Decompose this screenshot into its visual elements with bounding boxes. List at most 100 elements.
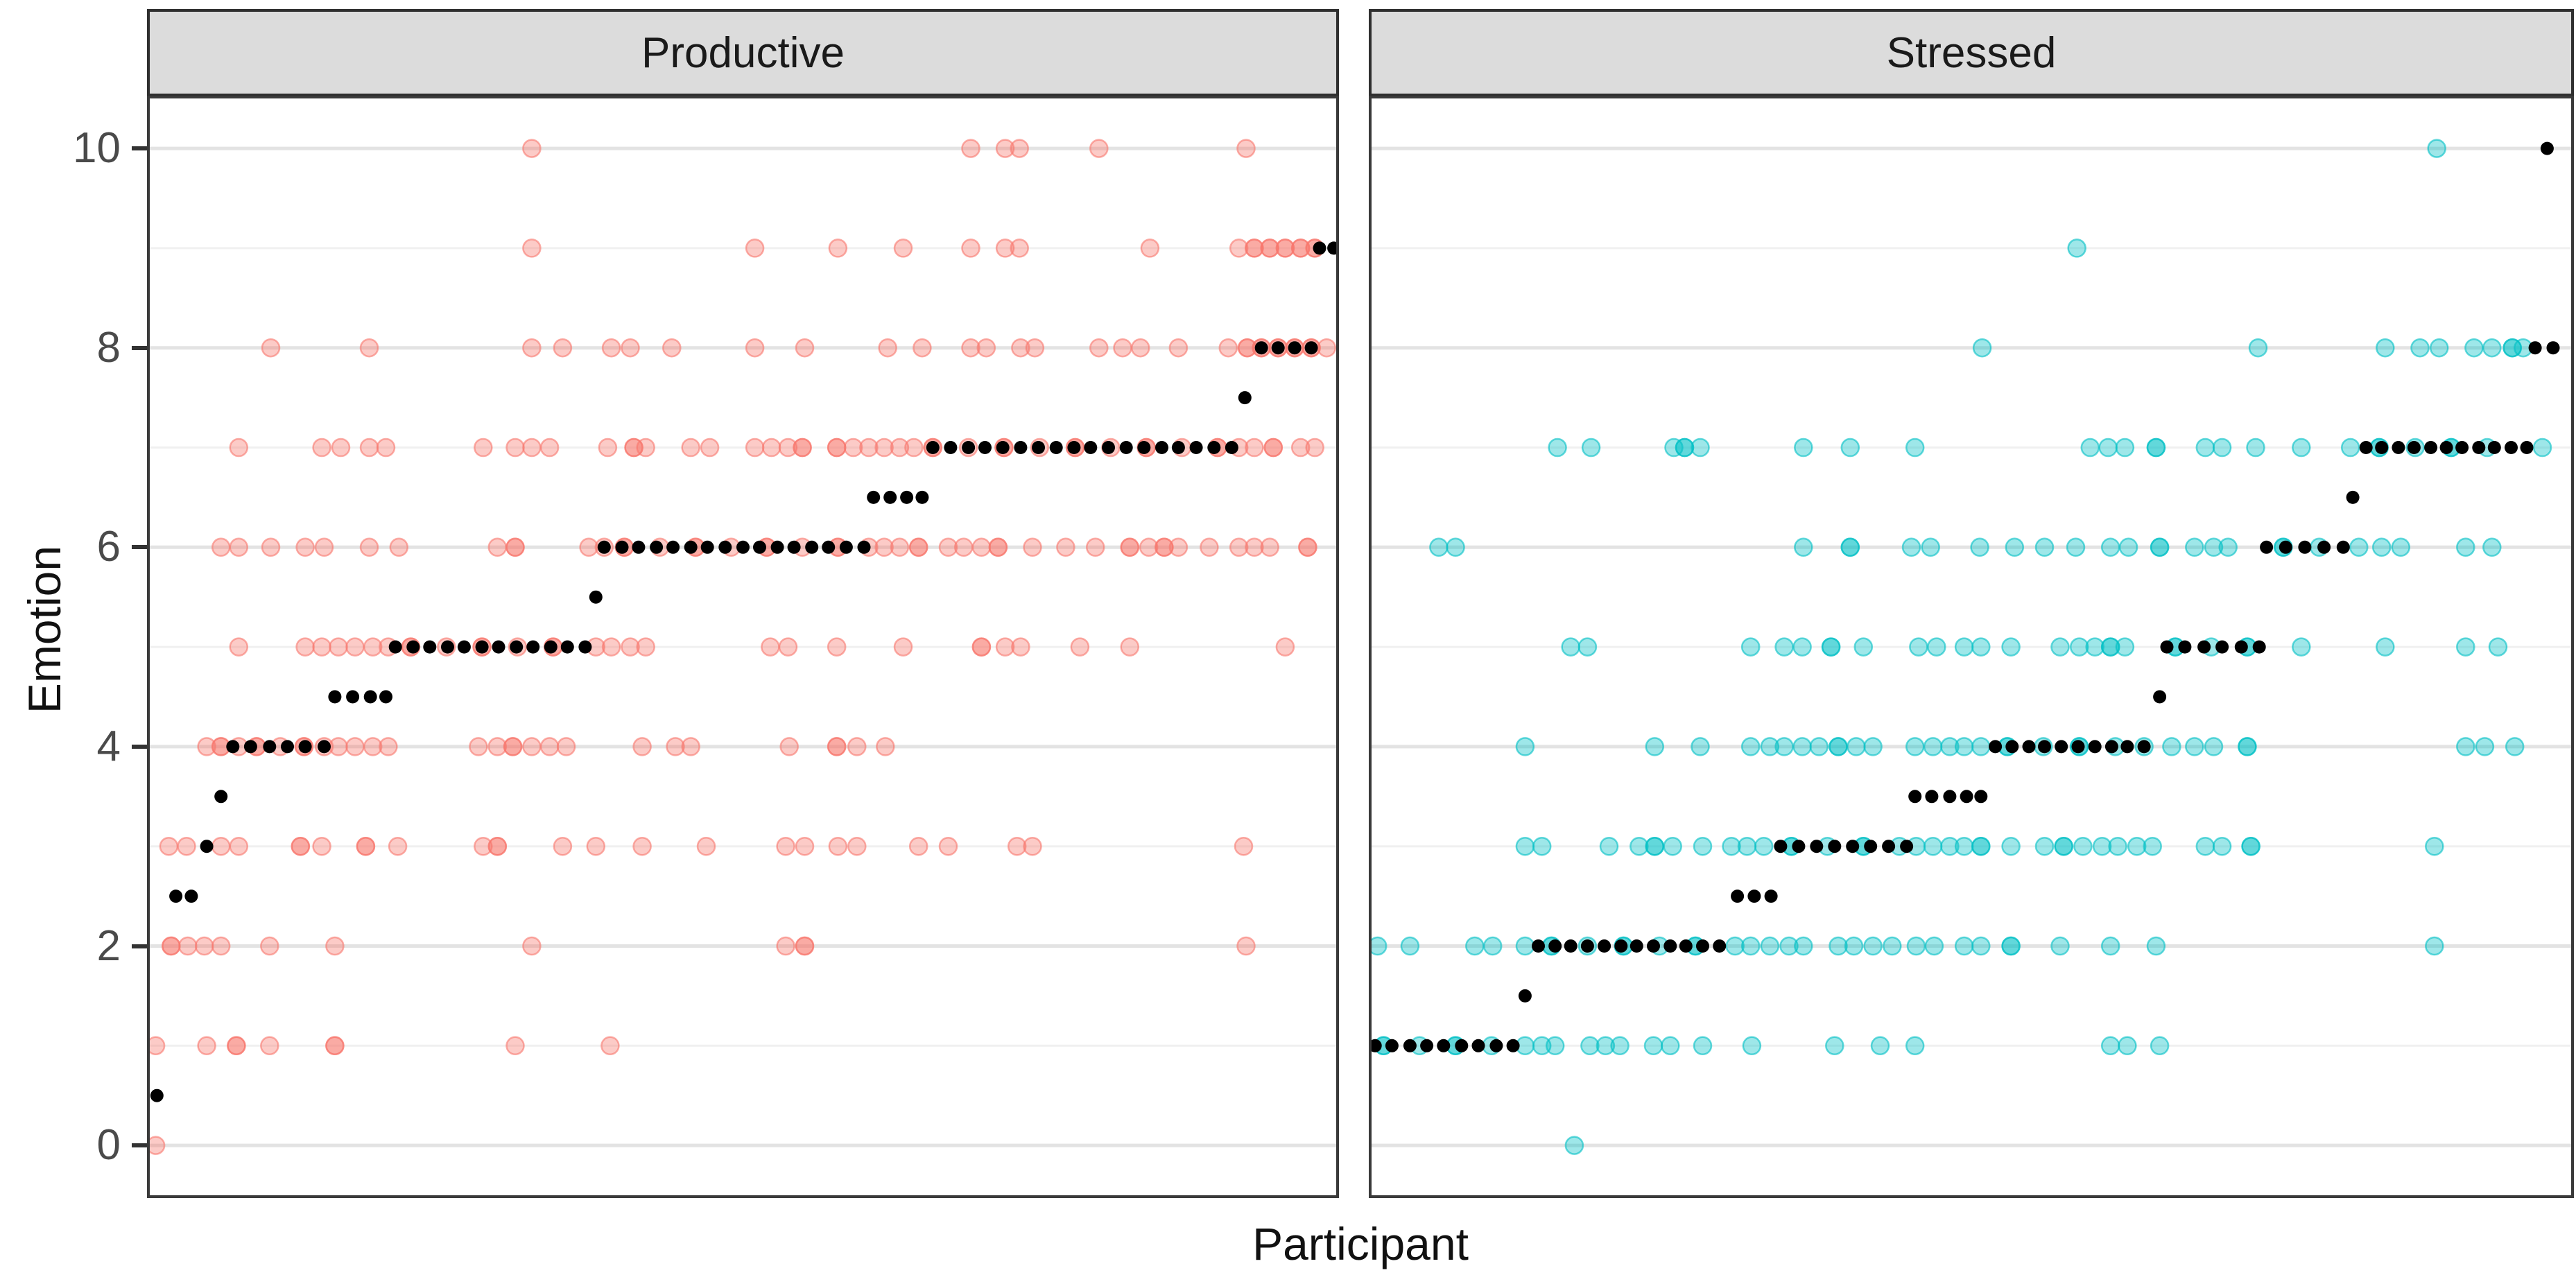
rating-dot bbox=[2050, 936, 2070, 956]
rating-dot bbox=[700, 437, 720, 458]
median-dot bbox=[1238, 391, 1252, 405]
median-dot bbox=[2317, 540, 2331, 554]
rating-dot bbox=[890, 437, 910, 458]
rating-dot bbox=[1120, 537, 1140, 557]
rating-dot bbox=[2349, 537, 2369, 557]
y-axis-tick-label: 2 bbox=[96, 921, 121, 970]
rating-dot bbox=[2391, 537, 2411, 557]
rating-dot bbox=[1643, 1036, 1663, 1056]
rating-dot bbox=[2115, 437, 2135, 458]
rating-dot bbox=[600, 1036, 620, 1056]
facet-strip-label: Productive bbox=[641, 28, 845, 77]
rating-dot bbox=[1483, 936, 1503, 956]
median-dot bbox=[1564, 939, 1577, 953]
rating-dot bbox=[621, 338, 640, 358]
rating-dot bbox=[601, 637, 621, 657]
median-dot bbox=[700, 540, 714, 554]
rating-dot bbox=[1025, 338, 1045, 358]
rating-dot bbox=[1140, 238, 1160, 258]
rating-dot bbox=[2482, 537, 2502, 557]
rating-dot bbox=[2001, 936, 2021, 956]
rating-dot bbox=[329, 737, 348, 756]
median-dot bbox=[1313, 241, 1326, 255]
facet-panel-stressed bbox=[1369, 96, 2574, 1198]
rating-dot bbox=[1298, 537, 1317, 557]
rating-dot bbox=[681, 437, 700, 458]
median-dot bbox=[867, 490, 881, 504]
rating-dot bbox=[1630, 836, 1649, 856]
median-dot bbox=[1713, 939, 1727, 953]
rating-dot bbox=[2429, 338, 2449, 358]
rating-dot bbox=[913, 338, 932, 358]
median-dot bbox=[1489, 1039, 1503, 1052]
rating-dot bbox=[988, 537, 1008, 557]
rating-dot bbox=[1023, 836, 1042, 856]
rating-dot bbox=[1923, 737, 1943, 756]
median-dot bbox=[1846, 840, 1860, 853]
rating-dot bbox=[359, 338, 379, 358]
median-dot bbox=[962, 441, 976, 454]
rating-dot bbox=[178, 936, 198, 956]
rating-dot bbox=[586, 836, 606, 856]
median-dot bbox=[996, 441, 1010, 454]
rating-dot bbox=[1113, 338, 1132, 358]
rating-dot bbox=[904, 437, 924, 458]
median-dot bbox=[423, 640, 437, 654]
median-dot bbox=[1119, 441, 1133, 454]
rating-dot bbox=[2118, 537, 2138, 557]
rating-dot bbox=[859, 437, 879, 458]
rating-dot bbox=[598, 437, 618, 458]
rating-dot bbox=[2118, 1036, 2137, 1056]
rating-dot bbox=[1290, 238, 1311, 258]
median-dot bbox=[226, 740, 240, 754]
rating-dot bbox=[761, 437, 781, 458]
rating-dot bbox=[2092, 836, 2112, 856]
rating-dot bbox=[1693, 836, 1713, 856]
median-dot bbox=[214, 790, 228, 804]
median-dot bbox=[1102, 441, 1115, 454]
median-dot bbox=[2055, 740, 2068, 754]
median-dot bbox=[1518, 989, 1532, 1003]
rating-dot bbox=[2005, 537, 2025, 557]
median-dot bbox=[1084, 441, 1098, 454]
rating-dot bbox=[1940, 836, 1960, 856]
rating-dot bbox=[1168, 338, 1188, 358]
median-dot bbox=[510, 640, 524, 654]
rating-dot bbox=[359, 437, 379, 458]
rating-dot bbox=[2054, 836, 2073, 856]
rating-dot bbox=[2195, 836, 2215, 856]
rating-dot bbox=[229, 836, 249, 856]
rating-dot bbox=[2050, 637, 2070, 657]
median-dot bbox=[1731, 890, 1745, 903]
rating-dot bbox=[2204, 537, 2224, 557]
rating-dot bbox=[827, 437, 847, 458]
median-dot bbox=[1304, 341, 1318, 355]
rating-dot bbox=[2532, 437, 2552, 458]
rating-dot bbox=[1774, 637, 1794, 657]
rating-dot bbox=[2425, 936, 2444, 956]
rating-dot bbox=[1663, 836, 1682, 856]
rating-dot bbox=[1010, 238, 1029, 258]
rating-dot bbox=[662, 338, 682, 358]
facet-strip-label: Stressed bbox=[1886, 28, 2057, 77]
rating-dot bbox=[2246, 437, 2265, 458]
rating-dot bbox=[632, 737, 652, 756]
rating-dot bbox=[331, 437, 351, 458]
rating-dot bbox=[828, 836, 848, 856]
rating-dot bbox=[1011, 338, 1030, 358]
median-dot bbox=[666, 540, 680, 554]
median-dot bbox=[1225, 441, 1238, 454]
median-dot bbox=[1974, 790, 1988, 804]
rating-dot bbox=[539, 737, 560, 756]
rating-dot bbox=[908, 537, 928, 557]
median-dot bbox=[589, 590, 603, 604]
rating-dot bbox=[745, 338, 765, 358]
rating-dot bbox=[211, 537, 231, 557]
median-dot bbox=[684, 540, 698, 554]
rating-dot bbox=[1429, 537, 1449, 557]
rating-dot bbox=[1168, 537, 1188, 557]
rating-dot bbox=[1515, 836, 1535, 856]
median-dot bbox=[805, 540, 819, 554]
rating-dot bbox=[827, 737, 847, 756]
rating-dot bbox=[2505, 737, 2525, 756]
